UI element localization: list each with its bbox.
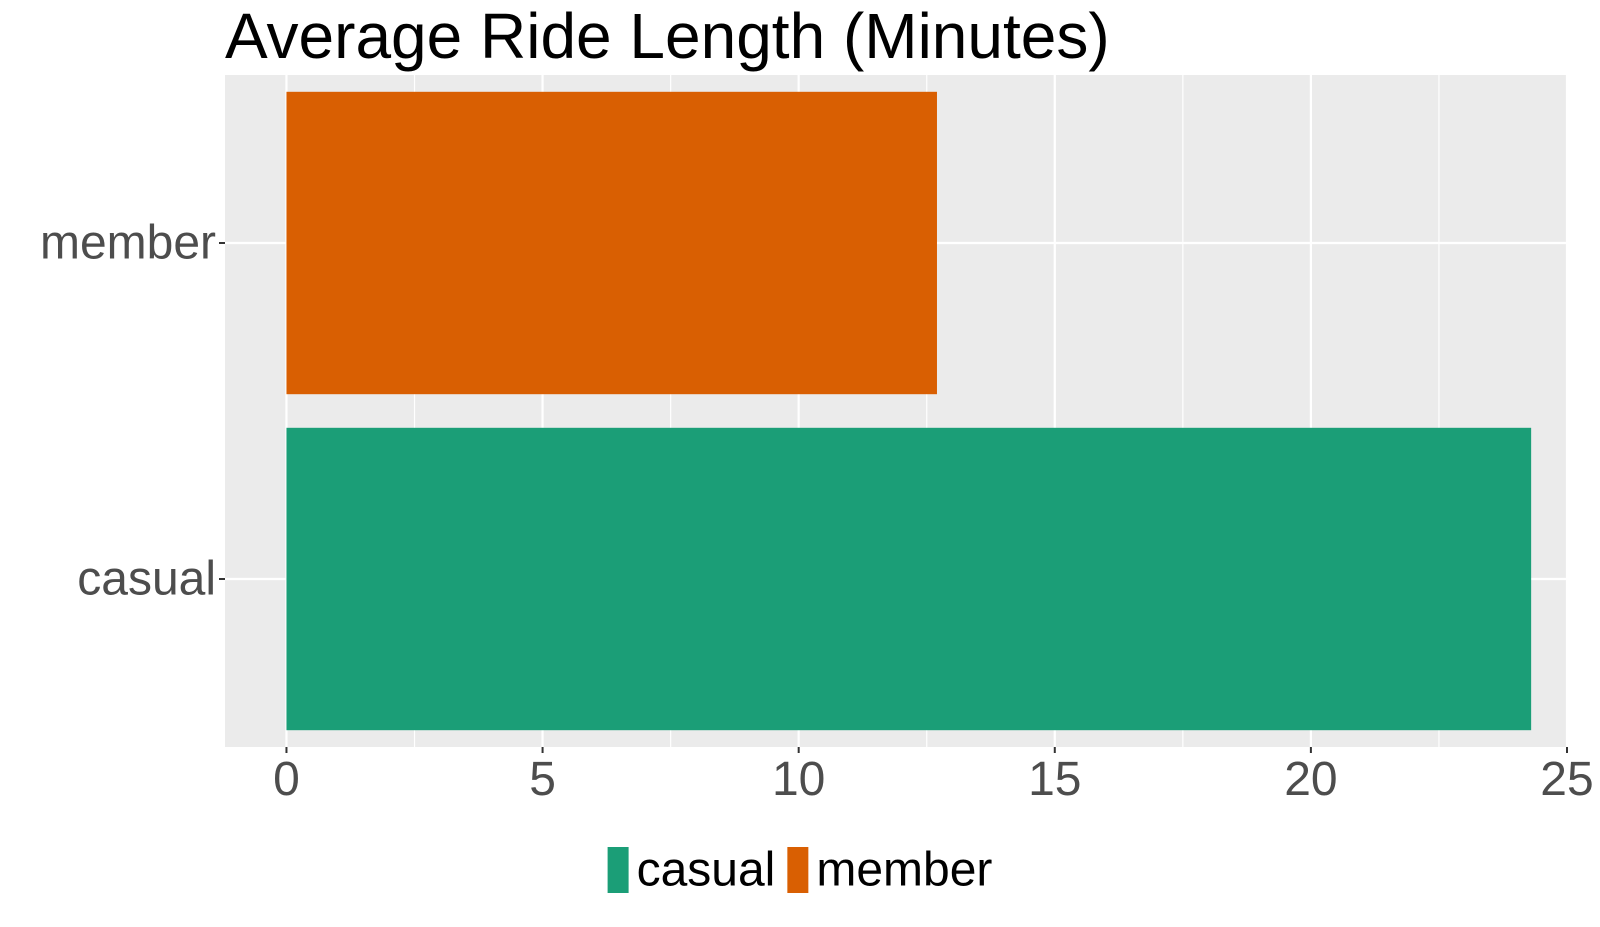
bars-group [286,91,1532,731]
legend-label: casual [637,844,776,897]
x-tick-label: 0 [273,753,300,806]
y-category-label: casual [77,553,216,606]
x-axis: 0 5 10 15 20 25 [273,747,1594,806]
x-tick-label: 25 [1540,753,1593,806]
chart-title: Average Ride Length (Minutes) [225,0,1110,72]
y-axis: casual member [40,217,225,606]
legend-swatch-member [787,847,809,893]
legend: casual member [607,844,992,897]
x-tick-label: 15 [1028,753,1081,806]
x-tick-label: 20 [1284,753,1337,806]
legend-label: member [816,844,992,897]
legend-swatch-casual [607,847,629,893]
x-tick-label: 10 [772,753,825,806]
bar-member [286,91,937,395]
bar-casual [286,427,1532,731]
x-tick-label: 5 [529,753,556,806]
y-category-label: member [40,217,216,270]
